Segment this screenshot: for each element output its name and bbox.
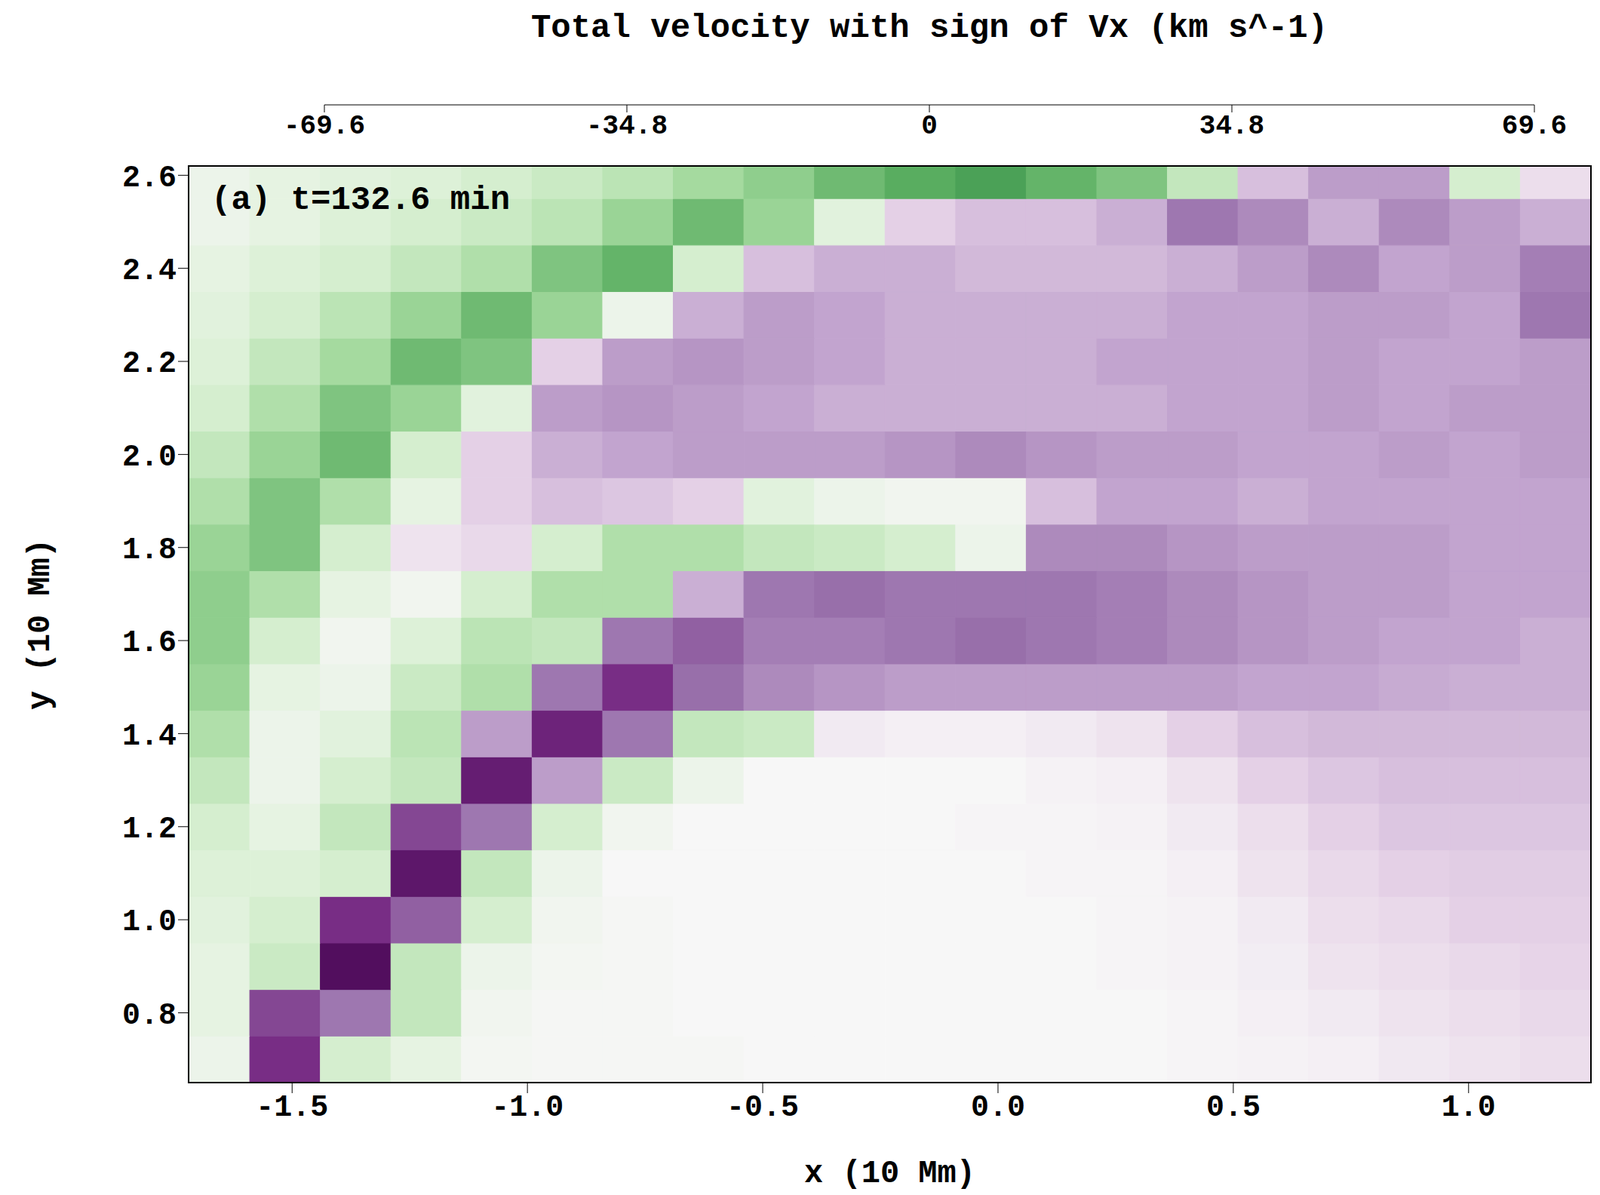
svg-text:2.6: 2.6 bbox=[122, 161, 177, 196]
svg-text:69.6: 69.6 bbox=[1501, 110, 1567, 142]
svg-text:2.4: 2.4 bbox=[122, 254, 177, 289]
svg-text:0.0: 0.0 bbox=[970, 1090, 1026, 1125]
svg-text:34.8: 34.8 bbox=[1199, 110, 1265, 142]
svg-text:2.2: 2.2 bbox=[122, 347, 177, 381]
html-text:(a) t=132.6 min: (a) t=132.6 min bbox=[211, 181, 511, 219]
svg-text:1.2: 1.2 bbox=[122, 812, 177, 847]
svg-text:1.6: 1.6 bbox=[122, 626, 177, 661]
svg-text:-69.6: -69.6 bbox=[283, 110, 366, 142]
html-text:Total velocity with sign of Vx: Total velocity with sign of Vx (km s^-1) bbox=[530, 9, 1328, 47]
svg-text:-1.5: -1.5 bbox=[255, 1090, 329, 1125]
svg-text:-34.8: -34.8 bbox=[586, 110, 668, 142]
svg-text:1.8: 1.8 bbox=[122, 533, 177, 568]
svg-text:1.0: 1.0 bbox=[1441, 1090, 1496, 1125]
svg-text:1.0: 1.0 bbox=[122, 905, 177, 940]
svg-text:-0.5: -0.5 bbox=[726, 1090, 799, 1125]
svg-text:0.8: 0.8 bbox=[122, 998, 177, 1033]
svg-text:-1.0: -1.0 bbox=[491, 1090, 564, 1125]
svg-text:1.4: 1.4 bbox=[122, 719, 177, 754]
svg-text:0: 0 bbox=[921, 110, 938, 142]
svg-text:y (10 Mm): y (10 Mm) bbox=[22, 538, 59, 710]
svg-text:2.0: 2.0 bbox=[122, 440, 177, 475]
svg-text:x (10 Mm): x (10 Mm) bbox=[804, 1155, 976, 1192]
svg-text:0.5: 0.5 bbox=[1206, 1090, 1261, 1125]
